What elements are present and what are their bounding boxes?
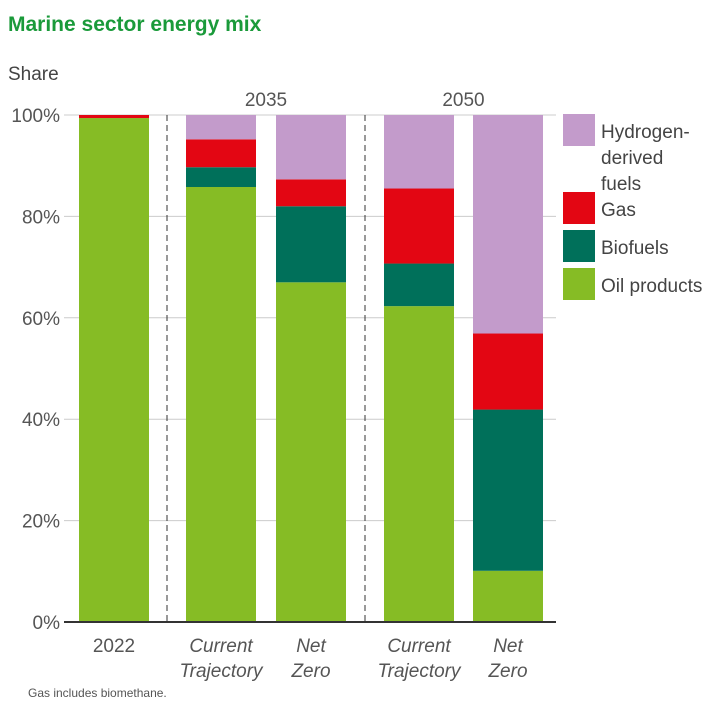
category-label: Current: [387, 636, 451, 657]
bar-gas: [186, 139, 256, 168]
legend-swatch: [563, 192, 595, 224]
group-label: 2035: [245, 90, 287, 111]
category-label: Zero: [290, 661, 330, 682]
bar-oil-products: [473, 570, 543, 622]
bar-gas: [276, 179, 346, 207]
y-axis-label: Share: [8, 64, 59, 85]
bar-biofuels: [276, 206, 346, 283]
legend: Hydrogen-derived fuels Gas Biofuels Oil prod…: [563, 114, 702, 300]
chart-title: Marine sector energy mix: [8, 13, 262, 36]
category-label: Trajectory: [377, 661, 462, 682]
bar-hydrogen-derived-fuels: [186, 115, 256, 140]
legend-swatch: [563, 268, 595, 300]
bar-oil-products: [79, 118, 149, 623]
y-tick-label: 80%: [22, 207, 60, 228]
y-tick-label: 0%: [33, 613, 61, 634]
bar-hydrogen-derived-fuels: [276, 115, 346, 180]
legend-label: Hydrogen-: [601, 122, 690, 143]
group-label: 2050: [442, 90, 484, 111]
category-labels: 2022 Current Trajectory Net Zero Current Traje…: [93, 636, 528, 682]
category-label: Trajectory: [179, 661, 264, 682]
legend-label: Gas: [601, 200, 636, 221]
y-tick-labels: 0% 20% 40% 60% 80% 100%: [11, 106, 60, 634]
bar-gas: [79, 115, 149, 119]
legend-swatch: [563, 230, 595, 262]
legend-swatch: [563, 114, 595, 146]
bar-gas: [384, 188, 454, 264]
category-label: Net: [493, 636, 523, 657]
legend-label: Oil products: [601, 276, 702, 297]
bars: [79, 115, 543, 623]
group-labels: 2035 2050: [245, 90, 485, 111]
y-tick-label: 20%: [22, 512, 60, 533]
bar-biofuels: [384, 263, 454, 307]
category-label: Net: [296, 636, 326, 657]
footnote: Gas includes biomethane.: [28, 686, 167, 700]
bar-oil-products: [384, 306, 454, 622]
bar-biofuels: [186, 167, 256, 187]
category-label: Zero: [487, 661, 527, 682]
legend-label: derived: [601, 148, 663, 169]
group-dividers: [166, 115, 366, 622]
bar-oil-products: [276, 282, 346, 622]
bar-hydrogen-derived-fuels: [384, 115, 454, 189]
bar-oil-products: [186, 186, 256, 622]
legend-label: fuels: [601, 174, 641, 195]
category-label: 2022: [93, 636, 135, 657]
legend-label: Biofuels: [601, 238, 669, 259]
bar-gas: [473, 333, 543, 410]
bar-hydrogen-derived-fuels: [473, 115, 543, 334]
category-label: Current: [189, 636, 253, 657]
y-tick-label: 40%: [22, 410, 60, 431]
y-tick-label: 60%: [22, 309, 60, 330]
y-tick-label: 100%: [11, 106, 60, 127]
bar-biofuels: [473, 409, 543, 571]
